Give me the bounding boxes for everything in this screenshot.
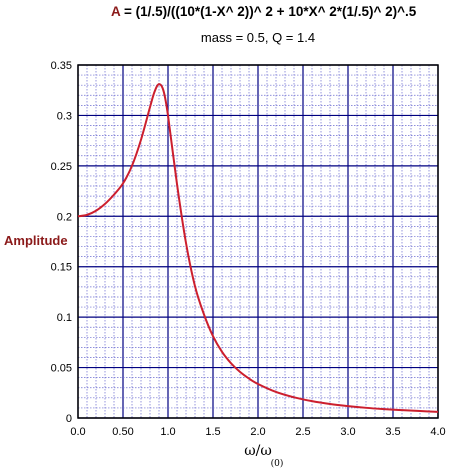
- x-tick-label: 1.5: [205, 426, 220, 438]
- x-tick-label: 0.50: [112, 426, 133, 438]
- x-tick-label: 2.5: [295, 426, 310, 438]
- y-tick-label: 0.3: [57, 110, 72, 122]
- y-tick-label: 0: [66, 413, 72, 425]
- x-tick-label: 3.0: [340, 426, 355, 438]
- x-tick-label: 3.5: [385, 426, 400, 438]
- amplitude-curve: [77, 83, 439, 413]
- y-tick-label: 0.15: [51, 262, 72, 274]
- x-tick-label: 1.0: [160, 426, 175, 438]
- y-tick-label: 0.1: [57, 312, 72, 324]
- y-tick-label: 0.25: [51, 161, 72, 173]
- y-tick-label: 0.05: [51, 363, 72, 375]
- title-symbol: A: [111, 4, 121, 19]
- title-formula: = (1/.5)/((10*(1-X^ 2))^ 2 + 10*X^ 2*(1/…: [120, 4, 417, 19]
- x-axis-label: ω/ω: [244, 443, 272, 459]
- x-axis-label-subscript: (0): [271, 458, 284, 469]
- x-tick-label: 2.0: [250, 426, 265, 438]
- x-tick-label: 4.0: [430, 426, 445, 438]
- x-tick-label: 0.0: [70, 426, 85, 438]
- grid: [77, 64, 439, 419]
- tick-labels: 0.0 0.50 1.0 1.5 2.0 2.5 3.0 3.5 4.0 0 0.05 0.1 0.15…: [51, 60, 446, 438]
- chart-subtitle: mass = 0.5, Q = 1.4: [201, 30, 315, 45]
- y-axis-label: Amplitude: [4, 233, 68, 248]
- chart-title: A = (1/.5)/((10*(1-X^ 2))^ 2 + 10*X^ 2*(…: [111, 4, 417, 19]
- plot-frame: [77, 64, 439, 419]
- y-tick-label: 0.2: [57, 211, 72, 223]
- y-tick-label: 0.35: [51, 60, 72, 72]
